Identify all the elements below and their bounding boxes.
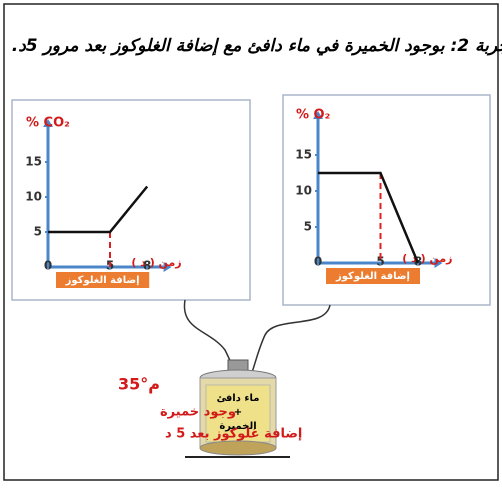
jar-label-area [205, 384, 271, 443]
condition: وجود خميرة [160, 405, 236, 420]
x-axis-arrow [434, 258, 443, 268]
y-tick-label: 10 [295, 184, 312, 198]
annotation-box [326, 268, 420, 284]
x-tick-label: 5 [376, 255, 384, 269]
condition: إضافة غلوكوز بعد 5 د [165, 427, 302, 442]
jar-base [199, 440, 277, 456]
x-tick-label: 0 [44, 259, 52, 273]
jar-label: الخميرة [219, 421, 256, 432]
y-axis-arrow [43, 119, 53, 127]
x-tick-label: 8 [143, 259, 151, 273]
jar [185, 359, 290, 458]
x-tick-label: 0 [314, 255, 322, 269]
y-axis-arrow [313, 111, 323, 119]
y-tick-label: 10 [25, 190, 42, 204]
annotation: إضافة الغلوكوز [335, 271, 410, 282]
x-axis-arrow [163, 262, 172, 272]
y-tick-label: 5 [34, 225, 42, 239]
x-axis-label: زمن ( د ) [402, 252, 452, 265]
title: التجربة 2: بوجود الخميرة في ماء دافئ مع … [12, 36, 502, 56]
data-line [318, 171, 420, 264]
jar-label: ماء دافئ [217, 393, 260, 404]
data-line [48, 185, 149, 234]
y-axis-label: % O₂ [296, 108, 330, 123]
annotation: إضافة الغلوكوز [65, 275, 140, 286]
annotation-box [56, 272, 150, 288]
y-tick-label: 15 [25, 155, 42, 169]
wire [249, 304, 331, 379]
y-tick-label: 5 [304, 220, 312, 234]
y-axis-label: % CO₂ [26, 116, 70, 131]
condition: 35°م [118, 375, 160, 394]
y-tick-label: 15 [295, 148, 312, 162]
x-axis-label: زمن ( د ) [131, 256, 181, 269]
jar-label: + [234, 407, 242, 418]
